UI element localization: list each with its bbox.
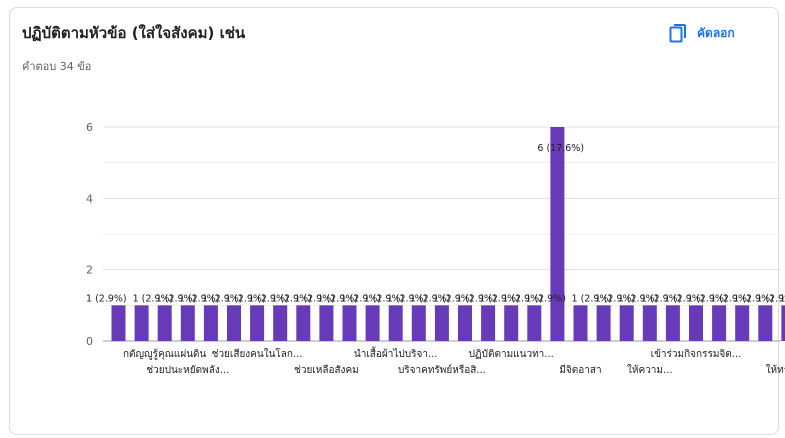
data-label: 1 (2.9%) <box>687 293 728 304</box>
bar[interactable] <box>504 305 519 341</box>
data-label: 1 (2.9%) <box>341 293 382 304</box>
bar[interactable] <box>342 305 357 341</box>
bar[interactable] <box>273 305 288 341</box>
bar[interactable] <box>388 305 403 341</box>
bar[interactable] <box>458 305 472 341</box>
bar[interactable] <box>134 305 149 341</box>
data-label: 1 (2.9%) <box>271 293 312 304</box>
copy-label: คัดลอก <box>697 25 735 40</box>
y-tick-label: 6 <box>86 121 93 134</box>
data-label: 6 (17.6%) <box>537 143 584 154</box>
data-label: 1 (2.9%) <box>479 293 520 304</box>
data-label: 1 (2.9%) <box>364 293 405 304</box>
bar[interactable] <box>758 305 773 341</box>
data-label: 1 (2.9%) <box>618 293 659 304</box>
data-label: 1 (2.9%) <box>179 293 220 304</box>
data-label: 1 (2.9%) <box>664 293 705 304</box>
data-label: 1 (2.9%) <box>225 293 266 304</box>
x-tick-label: ให้ทรัพย... <box>766 364 785 376</box>
x-tick-label: นำเสื้อผ้าไปบริจา... <box>354 346 438 360</box>
bar[interactable] <box>411 305 426 341</box>
data-label: 1 (2.9%) <box>202 293 243 304</box>
data-label: 1 (2.9%) <box>133 293 174 304</box>
data-label: 1 (2.9%) <box>502 293 543 304</box>
x-tick-label: ช่วยเสียงคนในโลก... <box>212 347 303 360</box>
bar[interactable] <box>365 305 380 341</box>
data-label: 1 (2.9%) <box>572 293 613 304</box>
bar[interactable] <box>735 305 750 341</box>
data-label: 1 (2.9%) <box>248 293 289 304</box>
bar[interactable] <box>665 305 680 341</box>
bar[interactable] <box>689 305 703 341</box>
question-title: ปฏิบัติตามหัวข้อ (ใส่ใจสังคม) เช่น <box>22 24 246 42</box>
bar[interactable] <box>550 127 565 341</box>
data-label: 1 (2.9%) <box>456 293 497 304</box>
bar[interactable] <box>203 305 218 341</box>
bar[interactable] <box>227 305 241 341</box>
x-tick-label: ให้ความ... <box>627 364 673 376</box>
x-tick-label: ช่วยเหลือสังคม <box>294 364 359 376</box>
bar[interactable] <box>250 305 265 341</box>
bar[interactable] <box>319 305 334 341</box>
bar[interactable] <box>157 305 172 341</box>
data-label: 1 (2.9%) <box>595 293 636 304</box>
data-label: 1 (2.9%) <box>733 293 774 304</box>
bar[interactable] <box>642 305 657 341</box>
x-tick-label: ช่วยปนะหยัดพลัง... <box>146 365 229 376</box>
bar[interactable] <box>434 305 449 341</box>
data-label: 1 (2.9%) <box>779 293 785 304</box>
bar[interactable] <box>619 305 634 341</box>
data-label: 1 (2.9%) <box>525 293 566 304</box>
bar[interactable] <box>573 305 588 341</box>
bar[interactable] <box>596 305 611 341</box>
bar[interactable] <box>781 305 785 341</box>
data-label: 1 (2.9%) <box>387 293 428 304</box>
x-tick-label: ปฏิบัติตามแนวทา... <box>469 349 554 360</box>
bar[interactable] <box>111 305 126 341</box>
bar[interactable] <box>527 305 542 341</box>
data-label: 1 (2.9%) <box>433 293 474 304</box>
chart-card <box>9 7 779 435</box>
bar[interactable] <box>180 305 195 341</box>
data-label: 1 (2.9%) <box>156 293 197 304</box>
data-label: 1 (2.9%) <box>410 293 451 304</box>
bar[interactable] <box>712 305 727 341</box>
data-label: 1 (2.9%) <box>710 293 751 304</box>
y-tick-label: 4 <box>86 192 93 205</box>
x-tick-label: มีจิตอาสา <box>559 364 601 376</box>
data-label: 1 (2.9%) <box>294 293 335 304</box>
data-label: 1 (2.9%) <box>86 293 127 304</box>
data-label: 1 (2.9%) <box>317 293 358 304</box>
copy-icon <box>669 23 687 43</box>
copy-button[interactable]: คัดลอก <box>669 23 735 43</box>
y-tick-label: 2 <box>86 264 93 277</box>
bar[interactable] <box>296 305 311 341</box>
bar[interactable] <box>481 305 496 341</box>
x-tick-label: บริจาคทรัพย์หรือสิ... <box>398 364 486 376</box>
y-tick-label: 0 <box>86 335 93 348</box>
response-count: คำตอบ 34 ข้อ <box>22 60 92 73</box>
x-tick-label: กตัญญูรู้คุณแผ่นดิน <box>123 348 207 360</box>
data-label: 1 (2.9%) <box>756 293 785 304</box>
x-tick-label: เข้าร่วมกิจกรรมจิต... <box>651 348 742 360</box>
data-label: 1 (2.9%) <box>641 293 682 304</box>
